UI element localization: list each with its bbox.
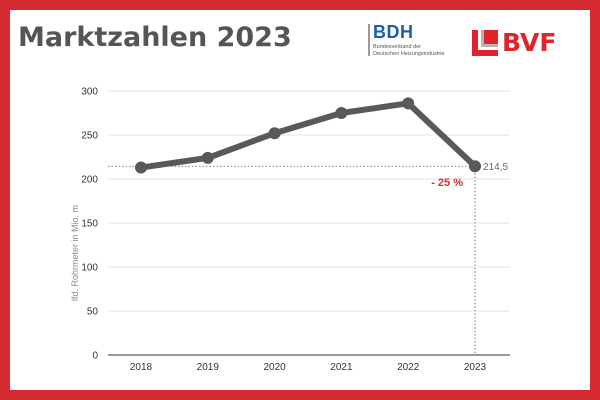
bdh-logo: BDH Bundesverband der Deutschen Heizungs… xyxy=(368,22,460,62)
x-tick-label: 2019 xyxy=(197,362,220,373)
change-label: - 25 % xyxy=(431,177,463,189)
y-tick-label: 300 xyxy=(81,87,98,98)
data-point xyxy=(469,160,481,173)
end-value-label: 214,5 xyxy=(483,162,508,173)
y-tick-label: 0 xyxy=(92,351,98,362)
bvf-logo-name: BVF xyxy=(502,28,557,57)
y-tick-label: 100 xyxy=(81,263,98,274)
data-point xyxy=(268,127,281,140)
data-point xyxy=(135,161,147,174)
x-tick-label: 2018 xyxy=(130,362,153,373)
series-line xyxy=(138,100,478,171)
x-tick-label: 2020 xyxy=(263,362,286,373)
bdh-logo-bar xyxy=(368,24,370,56)
x-tick-label: 2021 xyxy=(330,362,353,373)
data-point xyxy=(402,97,415,110)
data-point xyxy=(335,107,348,119)
y-tick-label: 200 xyxy=(81,175,98,186)
x-tick-label: 2022 xyxy=(397,362,420,373)
x-tick-label: 2023 xyxy=(464,362,487,373)
bvf-logo-icon xyxy=(472,30,498,56)
y-tick-label: 50 xyxy=(87,307,99,318)
bdh-logo-name: BDH xyxy=(373,22,414,42)
bvf-logo: BVF xyxy=(472,28,572,60)
y-axis-title: lfd. Rohrmeter in Mio. m xyxy=(70,205,80,301)
data-point xyxy=(201,151,214,164)
y-tick-label: 250 xyxy=(81,131,98,142)
page-title: Marktzahlen 2023 xyxy=(18,22,292,53)
bdh-logo-subline-1: Bundesverband der xyxy=(373,44,422,50)
bdh-logo-subline-2: Deutschen Heizungsindustrie xyxy=(373,51,445,57)
y-tick-label: 150 xyxy=(81,219,98,230)
